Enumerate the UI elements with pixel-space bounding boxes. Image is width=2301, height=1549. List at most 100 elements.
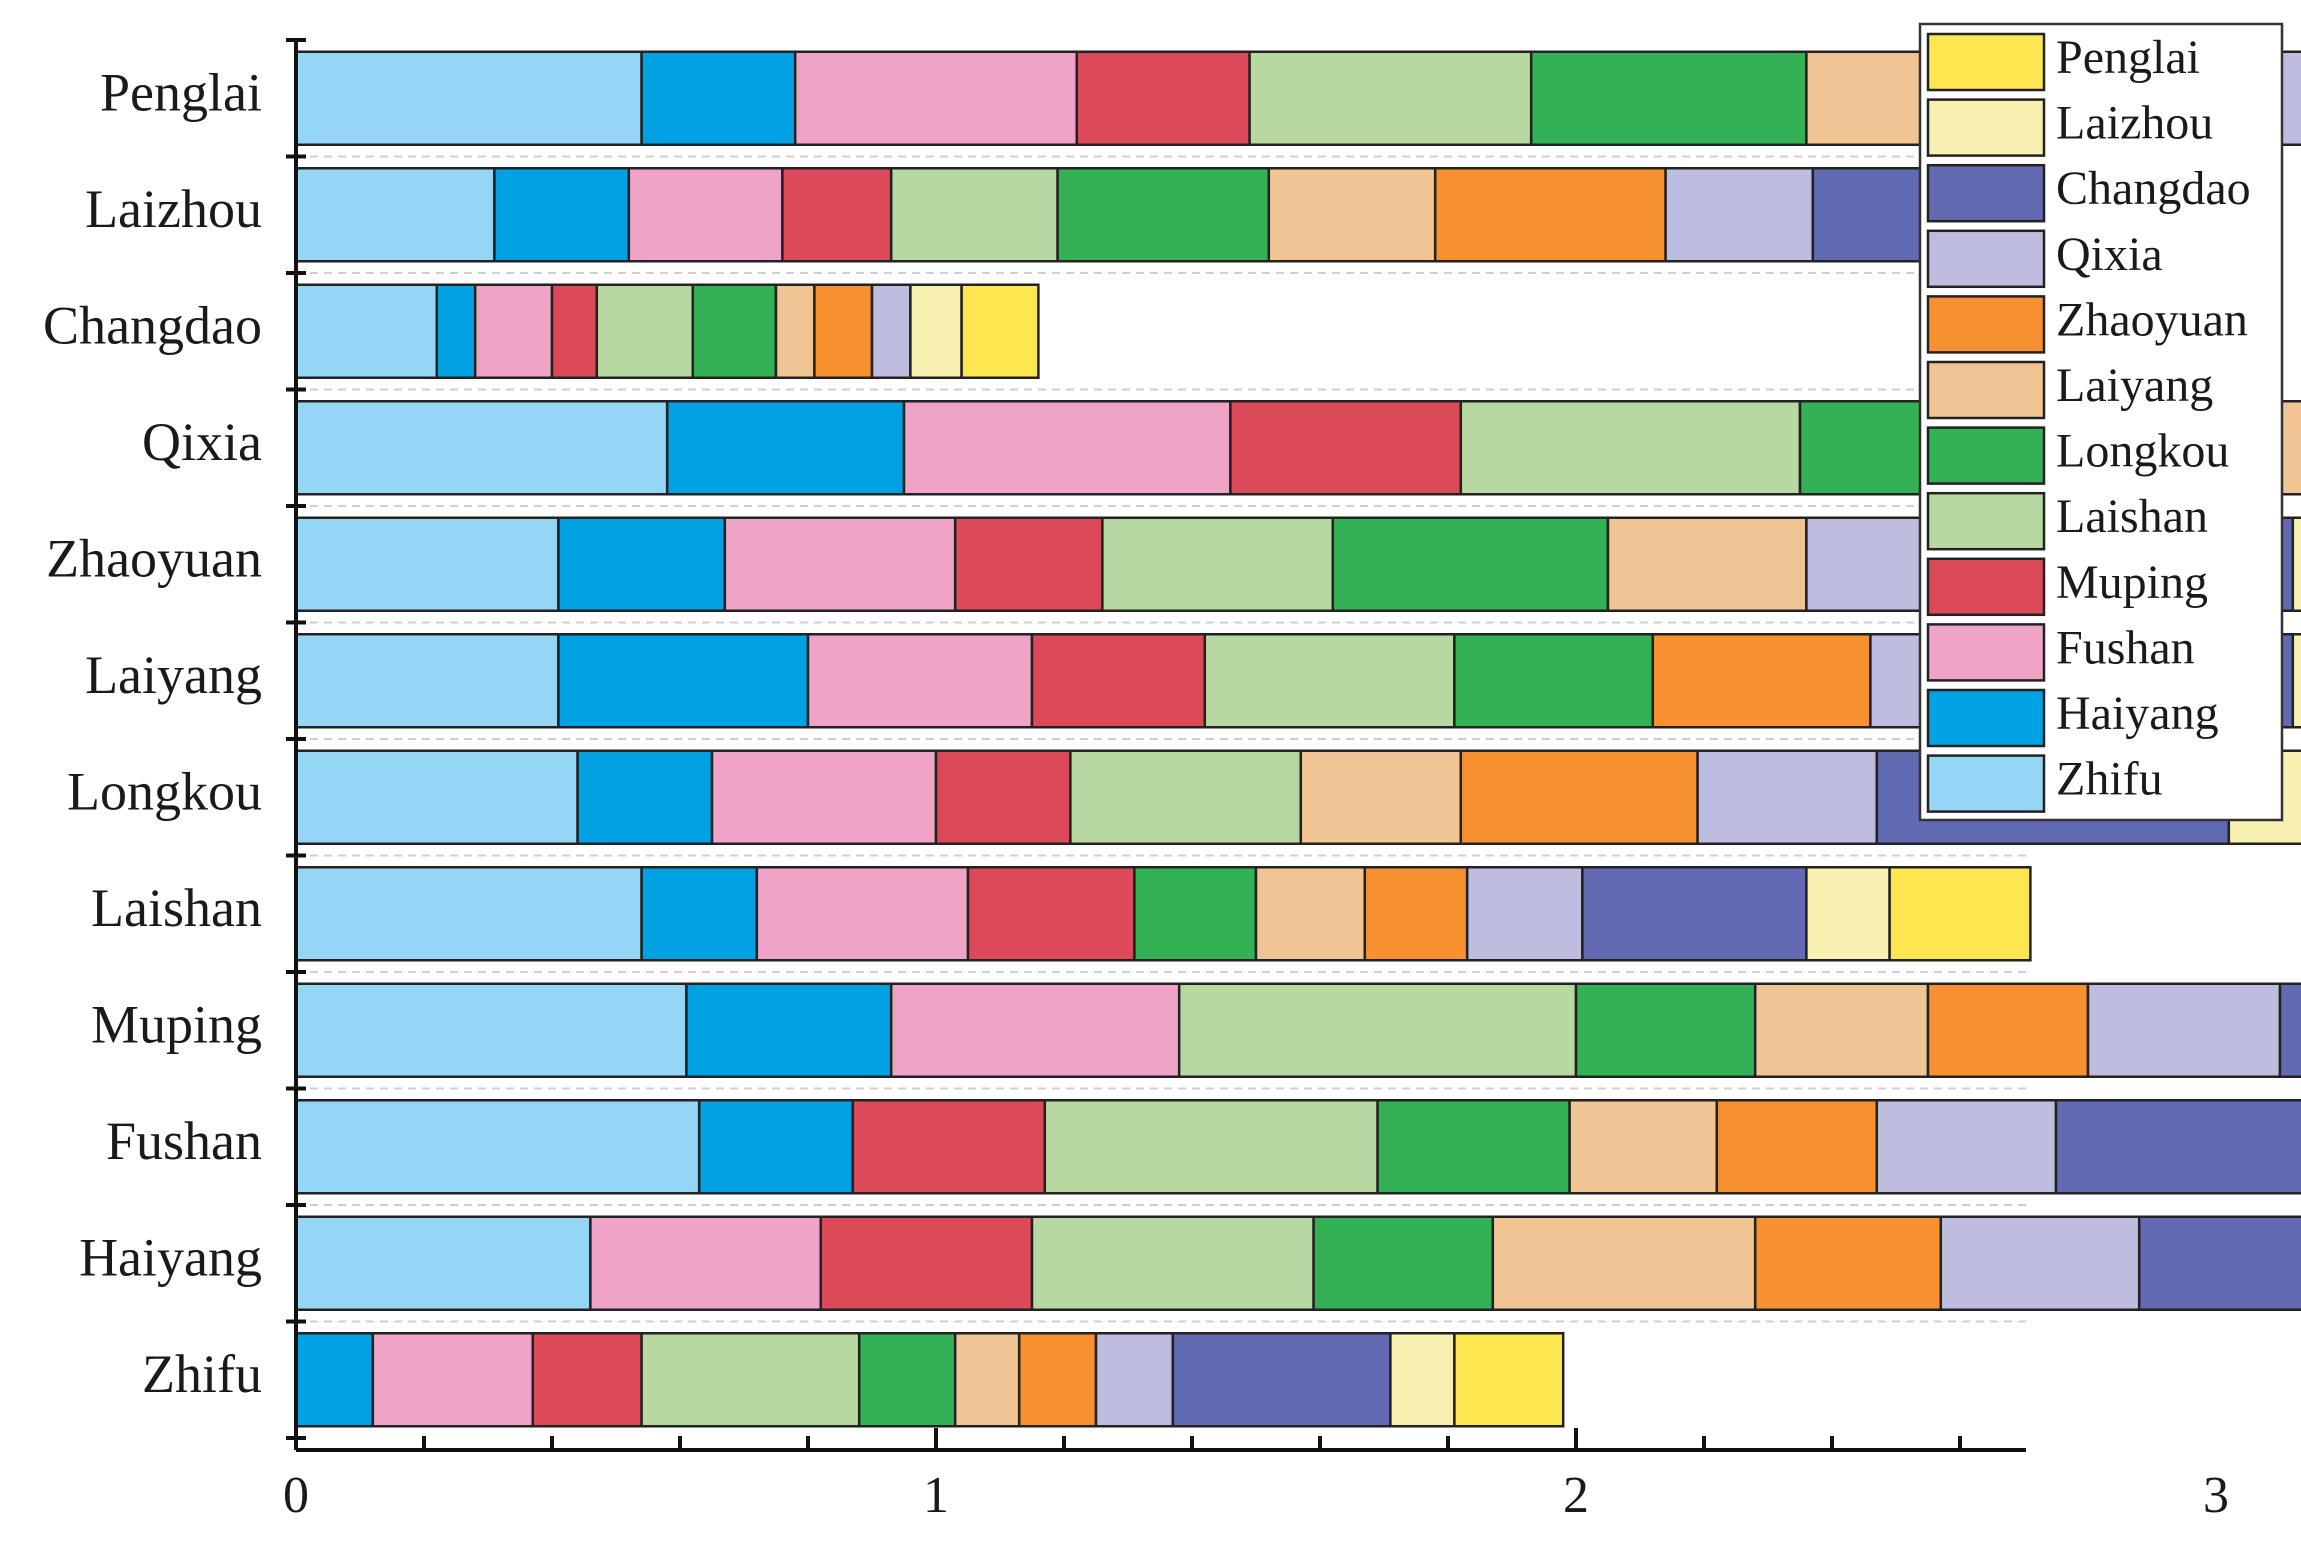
bar-segment-qixia-fushan	[902, 400, 1232, 496]
legend-label-zhifu: Zhifu	[2056, 753, 2163, 806]
bar-segment-haiyang-laishan	[1030, 1215, 1315, 1311]
bar-segment-zhaoyuan-haiyang	[557, 516, 727, 612]
bar-segment-haiyang-muping	[819, 1215, 1034, 1311]
legend-swatch-penglai	[1926, 32, 2046, 92]
bar-segment-longkou-muping	[934, 749, 1072, 845]
category-label-zhaoyuan: Zhaoyuan	[46, 529, 262, 589]
bar-segment-changdao-qixia	[870, 283, 912, 379]
bar-segment-qixia-muping	[1229, 400, 1463, 496]
legend-swatch-laiyang	[1926, 360, 2046, 420]
category-label-laizhou: Laizhou	[85, 179, 262, 239]
category-label-penglai: Penglai	[100, 63, 262, 123]
bar-segment-zhaoyuan-longkou	[1331, 516, 1610, 612]
bar-segment-laishan-zhaoyuan	[1363, 866, 1469, 962]
bar-segment-laishan-muping	[966, 866, 1136, 962]
bar-segment-changdao-fushan	[473, 283, 554, 379]
category-label-changdao: Changdao	[43, 296, 262, 356]
bar-segment-fushan-zhifu	[294, 1099, 701, 1195]
bar-segment-muping-haiyang	[685, 982, 893, 1078]
bar-segment-haiyang-fushan	[589, 1215, 823, 1311]
bar-segment-fushan-qixia	[1875, 1099, 2058, 1195]
bar-segment-zhifu-laiyang	[953, 1332, 1021, 1428]
bar-segment-laizhou-zhifu	[294, 167, 496, 263]
legend-label-qixia: Qixia	[2056, 228, 2163, 281]
bar-segment-penglai-longkou	[1529, 50, 1808, 146]
bar-segment-laizhou-haiyang	[493, 167, 631, 263]
bar-segment-longkou-laishan	[1069, 749, 1303, 845]
legend-swatch-fushan	[1926, 623, 2046, 682]
legend-swatch-qixia	[1926, 229, 2046, 289]
bar-segment-laishan-fushan	[755, 866, 970, 962]
bar-segment-zhifu-longkou	[857, 1332, 957, 1428]
bar-segment-laishan-laiyang	[1254, 866, 1367, 962]
bars	[294, 50, 2301, 1428]
bar-segment-laishan-haiyang	[640, 866, 759, 962]
x-tick-label-3: 3	[2203, 1467, 2229, 1524]
bar-segment-laiyang-haiyang	[557, 633, 810, 729]
bar-segment-laishan-qixia	[1465, 866, 1584, 962]
bar-segment-zhifu-penglai	[1453, 1332, 1565, 1428]
legend-label-haiyang: Haiyang	[2056, 687, 2219, 740]
bar-segment-zhaoyuan-laizhou	[2291, 516, 2301, 612]
x-tick-label-2: 2	[1563, 1467, 1589, 1524]
bar-segment-zhifu-zhaoyuan	[1017, 1332, 1098, 1428]
bar-segment-muping-zhifu	[294, 982, 688, 1078]
bar-segment-laiyang-muping	[1030, 633, 1207, 729]
bar-segment-changdao-laishan	[595, 283, 695, 379]
category-label-laishan: Laishan	[91, 878, 262, 938]
bar-segment-fushan-changdao	[2054, 1099, 2301, 1195]
bar-segment-fushan-haiyang	[697, 1099, 855, 1195]
legend-label-penglai: Penglai	[2056, 31, 2200, 84]
legend-swatch-changdao	[1926, 163, 2046, 223]
legend-swatch-laishan	[1926, 491, 2046, 551]
bar-segment-fushan-muping	[851, 1099, 1047, 1195]
bar-segment-changdao-longkou	[691, 283, 778, 379]
legend-label-muping: Muping	[2056, 556, 2208, 609]
legend-label-laizhou: Laizhou	[2056, 97, 2213, 150]
axes: Penglai Laizhou Changdao Qixia Zhaoyuan Laiya…	[43, 38, 2229, 1524]
bar-segment-fushan-zhaoyuan	[1715, 1099, 1879, 1195]
bar-segment-laizhou-laishan	[889, 167, 1059, 263]
legend-label-zhaoyuan: Zhaoyuan	[2056, 293, 2248, 346]
bar-segment-penglai-fushan	[793, 50, 1079, 146]
legend-label-laiyang: Laiyang	[2056, 359, 2213, 412]
bar-segment-penglai-zhifu	[294, 50, 643, 146]
bar-segment-laizhou-qixia	[1664, 167, 1815, 263]
bar-segment-muping-laishan	[1177, 982, 1578, 1078]
legend-label-longkou: Longkou	[2056, 425, 2229, 478]
bar-segment-laizhou-longkou	[1056, 167, 1271, 263]
bar-segment-zhifu-fushan	[371, 1332, 535, 1428]
bar-segment-laizhou-zhaoyuan	[1433, 167, 1667, 263]
bar-segment-qixia-laishan	[1459, 400, 1802, 496]
bar-segment-laishan-penglai	[1888, 866, 2032, 962]
bar-segment-penglai-haiyang	[640, 50, 797, 146]
bar-segment-zhifu-haiyang	[294, 1332, 375, 1428]
bar-segment-laizhou-muping	[781, 167, 893, 263]
bar-segment-changdao-zhifu	[294, 283, 439, 379]
category-label-laiyang: Laiyang	[85, 645, 262, 705]
bar-segment-longkou-qixia	[1696, 749, 1879, 845]
bar-segment-zhaoyuan-zhifu	[294, 516, 560, 612]
category-label-muping: Muping	[91, 995, 262, 1055]
bar-segment-haiyang-zhifu	[294, 1215, 592, 1311]
category-label-zhifu: Zhifu	[142, 1344, 262, 1404]
legend-swatch-muping	[1926, 557, 2046, 617]
x-tick-label-0: 0	[283, 1467, 309, 1524]
legend-box	[1918, 22, 2284, 822]
bar-segment-zhaoyuan-laishan	[1101, 516, 1335, 612]
bar-segment-changdao-laiyang	[774, 283, 816, 379]
legend-swatch-zhifu	[1926, 754, 2046, 813]
bar-segment-laishan-laizhou	[1805, 866, 1891, 962]
bar-segment-longkou-haiyang	[576, 749, 714, 845]
bar-segment-laiyang-longkou	[1453, 633, 1655, 729]
bar-segment-qixia-haiyang	[665, 400, 906, 496]
legend-label-laishan: Laishan	[2056, 490, 2208, 543]
bar-segment-haiyang-qixia	[1939, 1215, 2141, 1311]
bar-segment-haiyang-zhaoyuan	[1753, 1215, 1943, 1311]
bar-segment-laishan-zhifu	[294, 866, 643, 962]
bar-segment-qixia-zhifu	[294, 400, 669, 496]
bar-segment-changdao-laizhou	[909, 283, 963, 379]
bar-segment-zhifu-laizhou	[1389, 1332, 1456, 1428]
